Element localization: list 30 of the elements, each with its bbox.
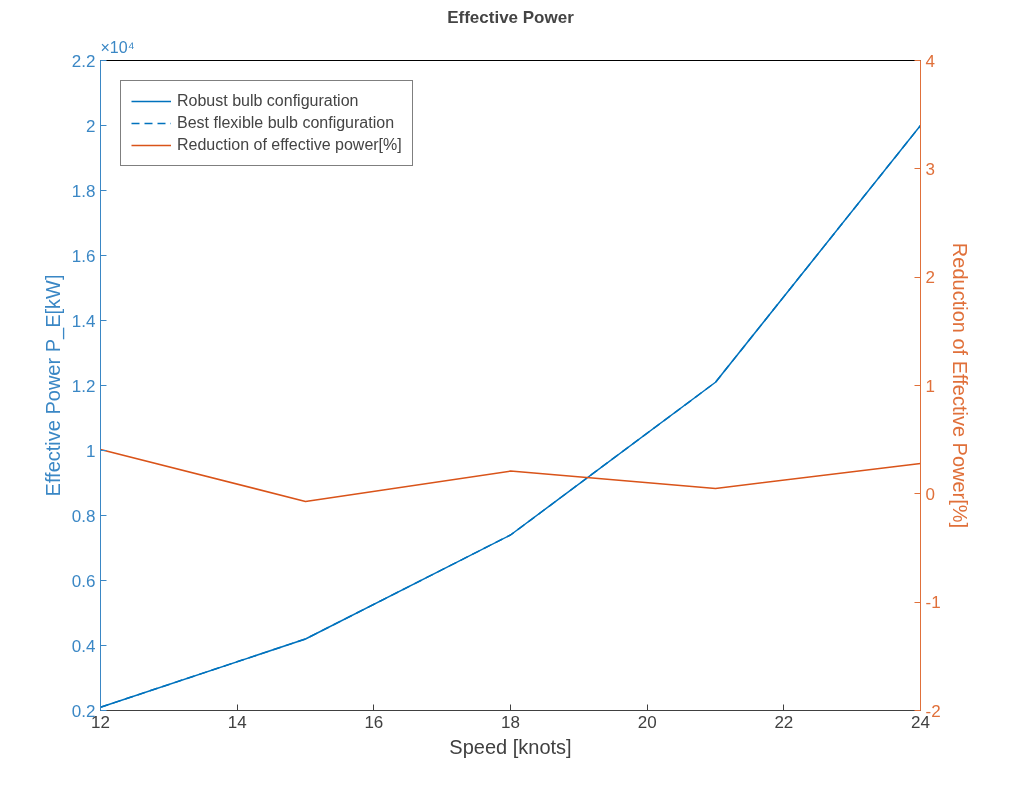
y2-tick-label: 2 bbox=[925, 268, 935, 288]
y-tick-label: 1.4 bbox=[71, 311, 96, 331]
y2-tick-label: 1 bbox=[925, 376, 935, 396]
y2-tick-label: 3 bbox=[925, 159, 935, 179]
x-tick-label: 22 bbox=[774, 712, 794, 732]
y-tick-label: 0.8 bbox=[71, 506, 96, 526]
x-tick-label: 14 bbox=[227, 712, 247, 732]
x-tick-label: 16 bbox=[364, 712, 384, 732]
y-tick-label: 0.6 bbox=[71, 571, 96, 591]
y-tick-label: 1 bbox=[86, 441, 96, 461]
y-tick-label: 0.4 bbox=[71, 636, 96, 656]
legend-label: Reduction of effective power[%] bbox=[177, 136, 402, 154]
y-axis-title: Effective Power P_E[kW] bbox=[41, 274, 65, 497]
legend-label: Best flexible bulb configuration bbox=[177, 114, 395, 132]
x-tick-label: 18 bbox=[501, 712, 520, 732]
y-tick-label: 1.6 bbox=[71, 246, 96, 266]
y-tick-label: 2.2 bbox=[71, 51, 96, 71]
y2-axis-title: Reduction of Effective Power[%] bbox=[948, 242, 971, 529]
y2-tick-label: 0 bbox=[925, 484, 935, 504]
y2-tick-label: -1 bbox=[925, 593, 941, 613]
legend-label: Robust bulb configuration bbox=[177, 92, 359, 110]
x-tick-label: 20 bbox=[637, 712, 657, 732]
y-tick-label: 2 bbox=[86, 116, 96, 136]
line-series bbox=[100, 448, 921, 503]
chart-title: Effective Power bbox=[447, 7, 575, 27]
y-tick-label: 1.8 bbox=[71, 181, 96, 201]
x-axis-title: Speed [knots] bbox=[449, 735, 572, 758]
y-tick-label: 1.2 bbox=[71, 376, 96, 396]
y2-tick-label: 4 bbox=[925, 51, 935, 71]
text: ×10⁴ bbox=[100, 38, 135, 56]
